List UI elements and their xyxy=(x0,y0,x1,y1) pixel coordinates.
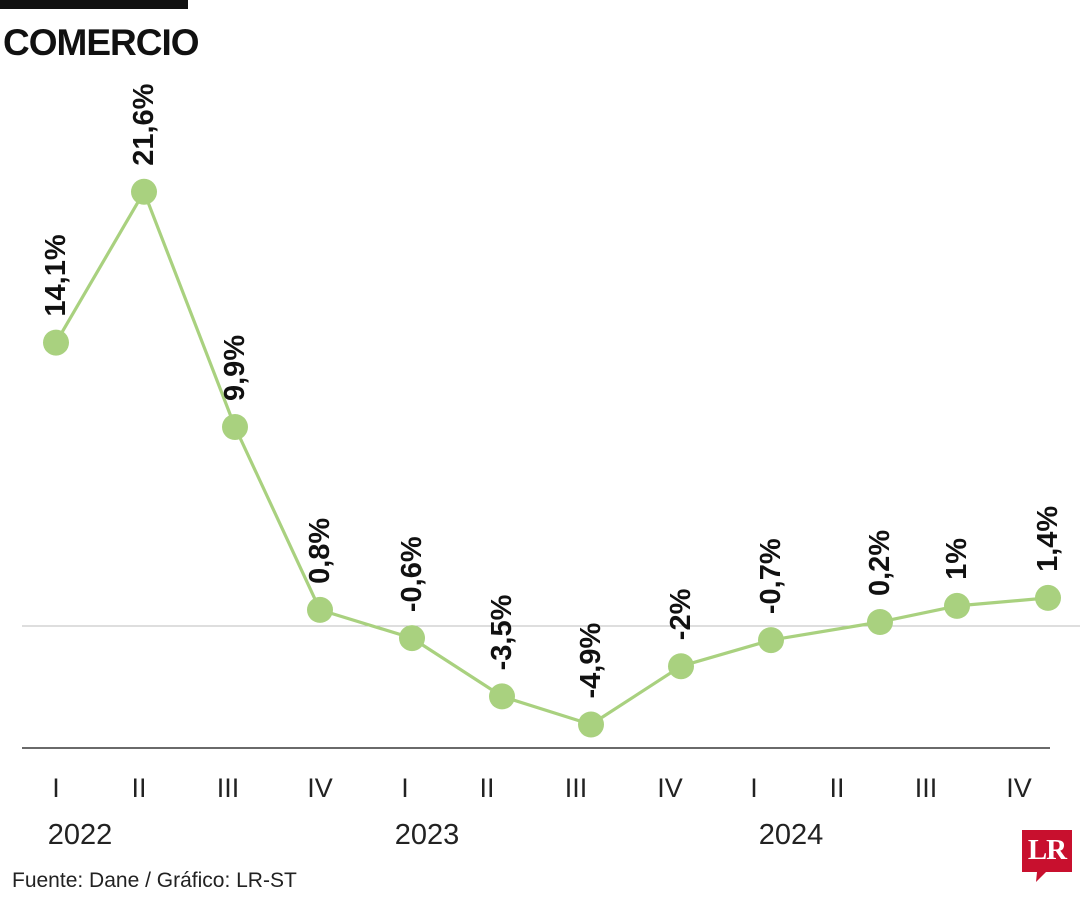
data-point xyxy=(399,625,425,652)
data-label: 0,8% xyxy=(304,518,336,584)
x-tick-label: II xyxy=(829,773,844,803)
data-point xyxy=(867,609,893,635)
year-label: 2024 xyxy=(759,819,824,851)
data-point xyxy=(578,711,604,738)
data-point xyxy=(944,592,970,619)
data-label: -3,5% xyxy=(486,594,518,670)
data-label: 14,1% xyxy=(40,234,72,316)
x-tick-label: IV xyxy=(1006,773,1032,803)
data-point xyxy=(668,653,694,680)
x-tick-label: IV xyxy=(307,773,333,803)
x-tick-label: III xyxy=(565,773,588,803)
series-line xyxy=(54,190,1049,727)
x-tick-label: I xyxy=(52,773,60,803)
year-label: 2023 xyxy=(395,819,460,851)
data-label: -0,6% xyxy=(396,536,428,612)
lr-logo-text: LR xyxy=(1027,834,1067,866)
data-label: -0,7% xyxy=(755,538,787,614)
title-accent-bar xyxy=(0,0,188,9)
data-label: -2% xyxy=(665,588,697,640)
data-label: 1,4% xyxy=(1032,506,1064,572)
lr-logo: LR xyxy=(1022,830,1072,882)
data-point xyxy=(758,627,784,654)
data-point xyxy=(222,414,248,440)
x-tick-label: I xyxy=(750,773,758,803)
x-tick-label: III xyxy=(217,773,240,803)
data-label: 21,6% xyxy=(128,83,160,165)
x-tick-label: IV xyxy=(657,773,683,803)
data-label: 9,9% xyxy=(219,335,251,401)
chart-title: COMERCIO xyxy=(3,22,199,63)
x-tick-label: II xyxy=(479,773,494,803)
data-point xyxy=(489,683,515,710)
data-label: 1% xyxy=(941,538,973,580)
x-tick-label: II xyxy=(131,773,146,803)
data-point xyxy=(131,178,157,205)
data-point xyxy=(1035,584,1061,611)
data-label: -4,9% xyxy=(575,623,607,699)
source-note: Fuente: Dane / Gráfico: LR-ST xyxy=(12,869,297,892)
data-point xyxy=(43,329,69,356)
x-tick-label: I xyxy=(401,773,409,803)
data-point xyxy=(307,596,333,623)
x-tick-label: III xyxy=(915,773,938,803)
data-label: 0,2% xyxy=(864,530,896,596)
year-label: 2022 xyxy=(48,819,113,851)
